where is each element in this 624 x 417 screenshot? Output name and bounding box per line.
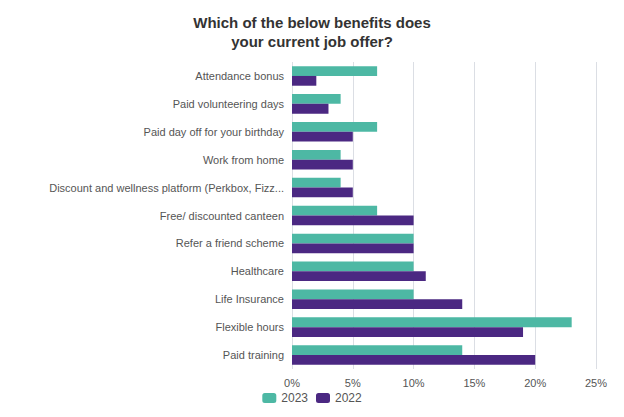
svg-text:25%: 25%: [585, 377, 607, 389]
svg-text:5%: 5%: [345, 377, 361, 389]
svg-text:Which of the below benefits do: Which of the below benefits does: [193, 14, 431, 31]
svg-text:Free/ discounted canteen: Free/ discounted canteen: [160, 210, 284, 222]
svg-text:Healthcare: Healthcare: [231, 265, 284, 277]
svg-text:Life Insurance: Life Insurance: [215, 293, 284, 305]
svg-text:Discount and wellness platform: Discount and wellness platform (Perkbox,…: [49, 182, 284, 194]
svg-text:0%: 0%: [284, 377, 300, 389]
svg-text:Attendance bonus: Attendance bonus: [195, 70, 284, 82]
svg-text:your current job offer?: your current job offer?: [231, 33, 393, 50]
svg-text:Paid training: Paid training: [223, 349, 284, 361]
svg-text:2023: 2023: [281, 391, 308, 405]
svg-text:Refer a friend scheme: Refer a friend scheme: [176, 237, 284, 249]
svg-text:Work from home: Work from home: [203, 154, 284, 166]
svg-text:Paid day off for your birthday: Paid day off for your birthday: [144, 126, 285, 138]
svg-text:2022: 2022: [335, 391, 362, 405]
svg-text:Flexible hours: Flexible hours: [216, 321, 285, 333]
svg-text:15%: 15%: [463, 377, 485, 389]
svg-text:10%: 10%: [403, 377, 425, 389]
svg-text:20%: 20%: [524, 377, 546, 389]
svg-text:Paid volunteering days: Paid volunteering days: [173, 98, 285, 110]
